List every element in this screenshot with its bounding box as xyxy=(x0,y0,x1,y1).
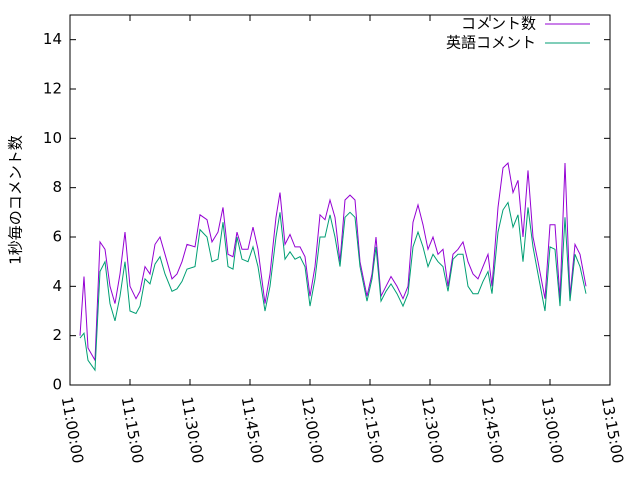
y-tick-label: 4 xyxy=(52,277,62,295)
x-tick-label: 12:15:00 xyxy=(358,395,387,464)
y-tick-label: 0 xyxy=(52,376,62,394)
legend-label: コメント数 xyxy=(461,15,536,33)
x-tick-label: 12:30:00 xyxy=(418,395,447,464)
y-tick-label: 6 xyxy=(52,228,62,246)
y-tick-label: 14 xyxy=(43,30,62,48)
plot-frame xyxy=(69,14,611,386)
y-tick-label: 8 xyxy=(52,178,62,196)
series-line xyxy=(79,201,587,372)
x-tick-label: 12:00:00 xyxy=(298,395,327,464)
x-tick-label: 11:30:00 xyxy=(178,395,207,464)
x-tick-label: 11:00:00 xyxy=(58,395,87,464)
legend-label: 英語コメント xyxy=(446,34,536,52)
y-tick-label: 2 xyxy=(52,326,62,344)
x-tick-label: 11:45:00 xyxy=(238,395,267,464)
y-axis-label: 1秒毎のコメント数 xyxy=(7,135,25,265)
series-line xyxy=(79,161,587,363)
x-tick-label: 12:45:00 xyxy=(478,395,507,464)
y-tick-label: 10 xyxy=(43,129,62,147)
x-tick-label: 13:00:00 xyxy=(538,395,567,464)
x-tick-label: 11:15:00 xyxy=(118,395,147,464)
y-tick-label: 12 xyxy=(43,80,62,98)
x-tick-label: 13:15:00 xyxy=(598,395,627,464)
